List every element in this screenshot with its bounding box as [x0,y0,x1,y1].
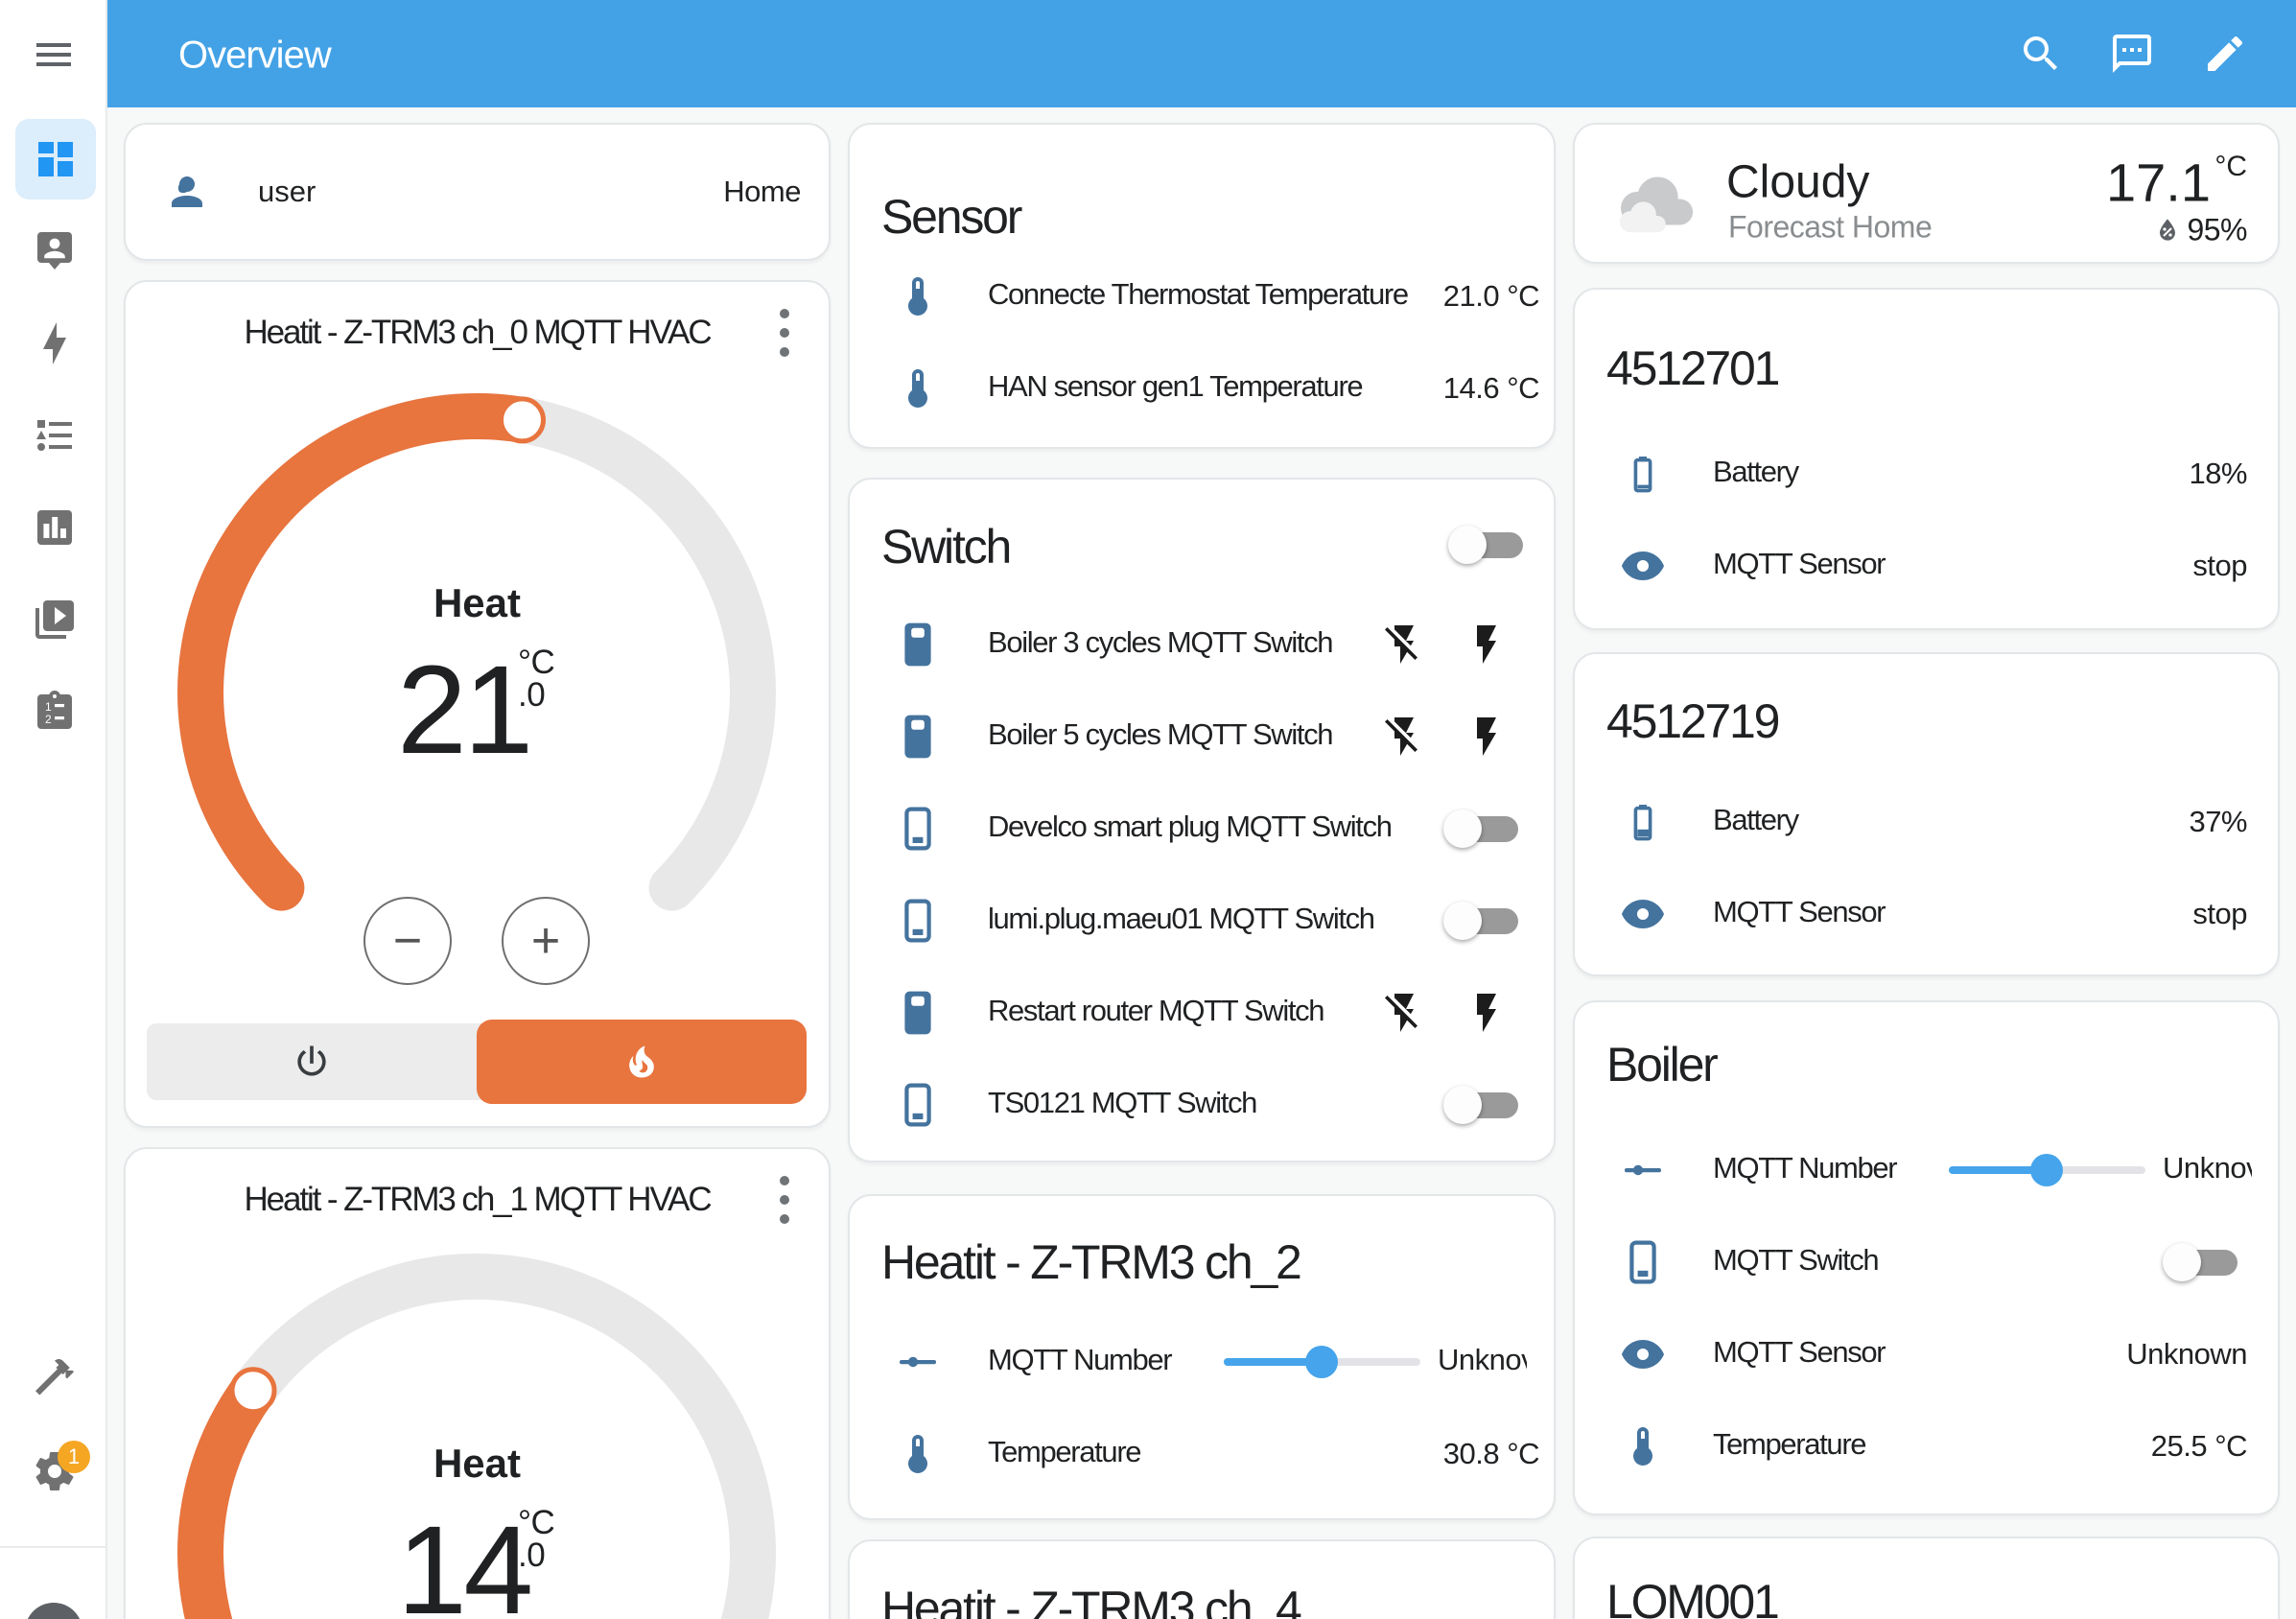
svg-text:1: 1 [45,700,52,714]
svg-text:2: 2 [45,713,52,726]
